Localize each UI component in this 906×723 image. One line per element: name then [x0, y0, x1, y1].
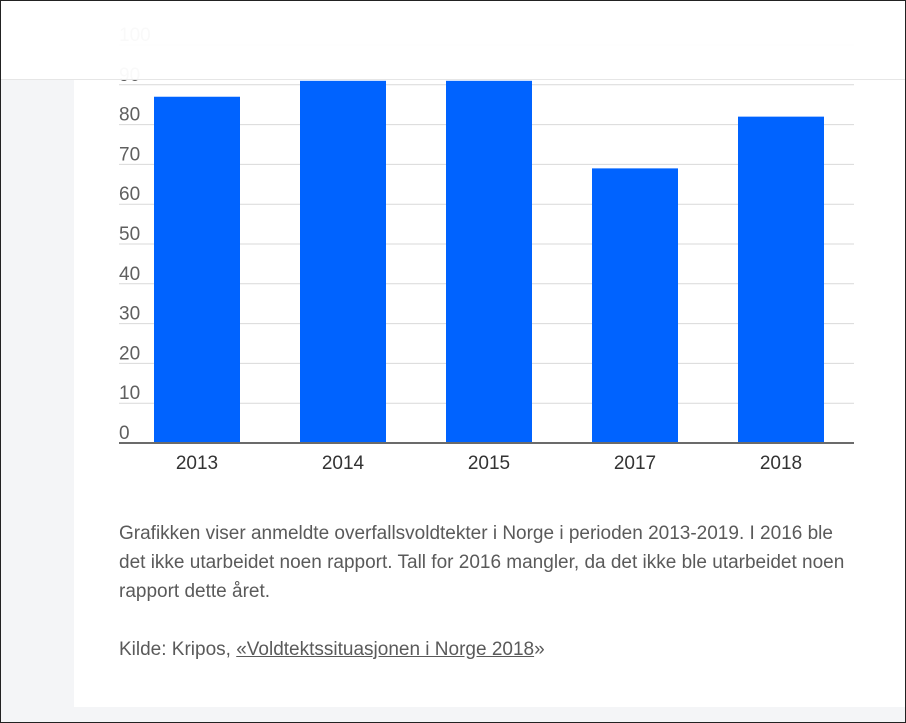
- source-line: Kilde: Kripos, «Voldtektssituasjonen i N…: [119, 635, 864, 664]
- bar-2013: [154, 96, 240, 444]
- y-tick-label: 20: [119, 343, 140, 364]
- source-prefix: Kilde: Kripos,: [119, 639, 237, 660]
- y-tick-label: 30: [119, 304, 140, 325]
- bar-2018: [738, 116, 824, 443]
- x-tick-label: 2013: [176, 453, 218, 474]
- x-tick-label: 2018: [760, 453, 802, 474]
- y-tick-label: 70: [119, 144, 140, 165]
- x-tick-label: 2014: [322, 453, 365, 474]
- y-tick-label: 0: [119, 423, 130, 444]
- chart-caption: Grafikken viser anmeldte overfallsvoldte…: [119, 523, 845, 602]
- bar-2017: [592, 168, 678, 443]
- source-suffix: »: [534, 639, 545, 660]
- y-tick-label: 10: [119, 383, 140, 404]
- bars: [154, 80, 824, 444]
- y-tick-label: 80: [119, 105, 140, 126]
- y-tick-label: 60: [119, 184, 140, 205]
- y-tick-label: 50: [119, 224, 140, 245]
- bar-2014: [300, 80, 386, 443]
- x-axis-ticks: 2013 2014 2015 2017 2018: [176, 453, 802, 474]
- x-tick-label: 2015: [468, 453, 510, 474]
- y-axis-ticks: 0102030405060708090100: [119, 25, 151, 444]
- x-tick-label: 2017: [614, 453, 656, 474]
- header-overlay: [1, 1, 905, 80]
- y-tick-label: 40: [119, 264, 140, 285]
- source-link[interactable]: «Voldtektssituasjonen i Norge 2018: [236, 639, 535, 660]
- bar-2015: [446, 80, 532, 443]
